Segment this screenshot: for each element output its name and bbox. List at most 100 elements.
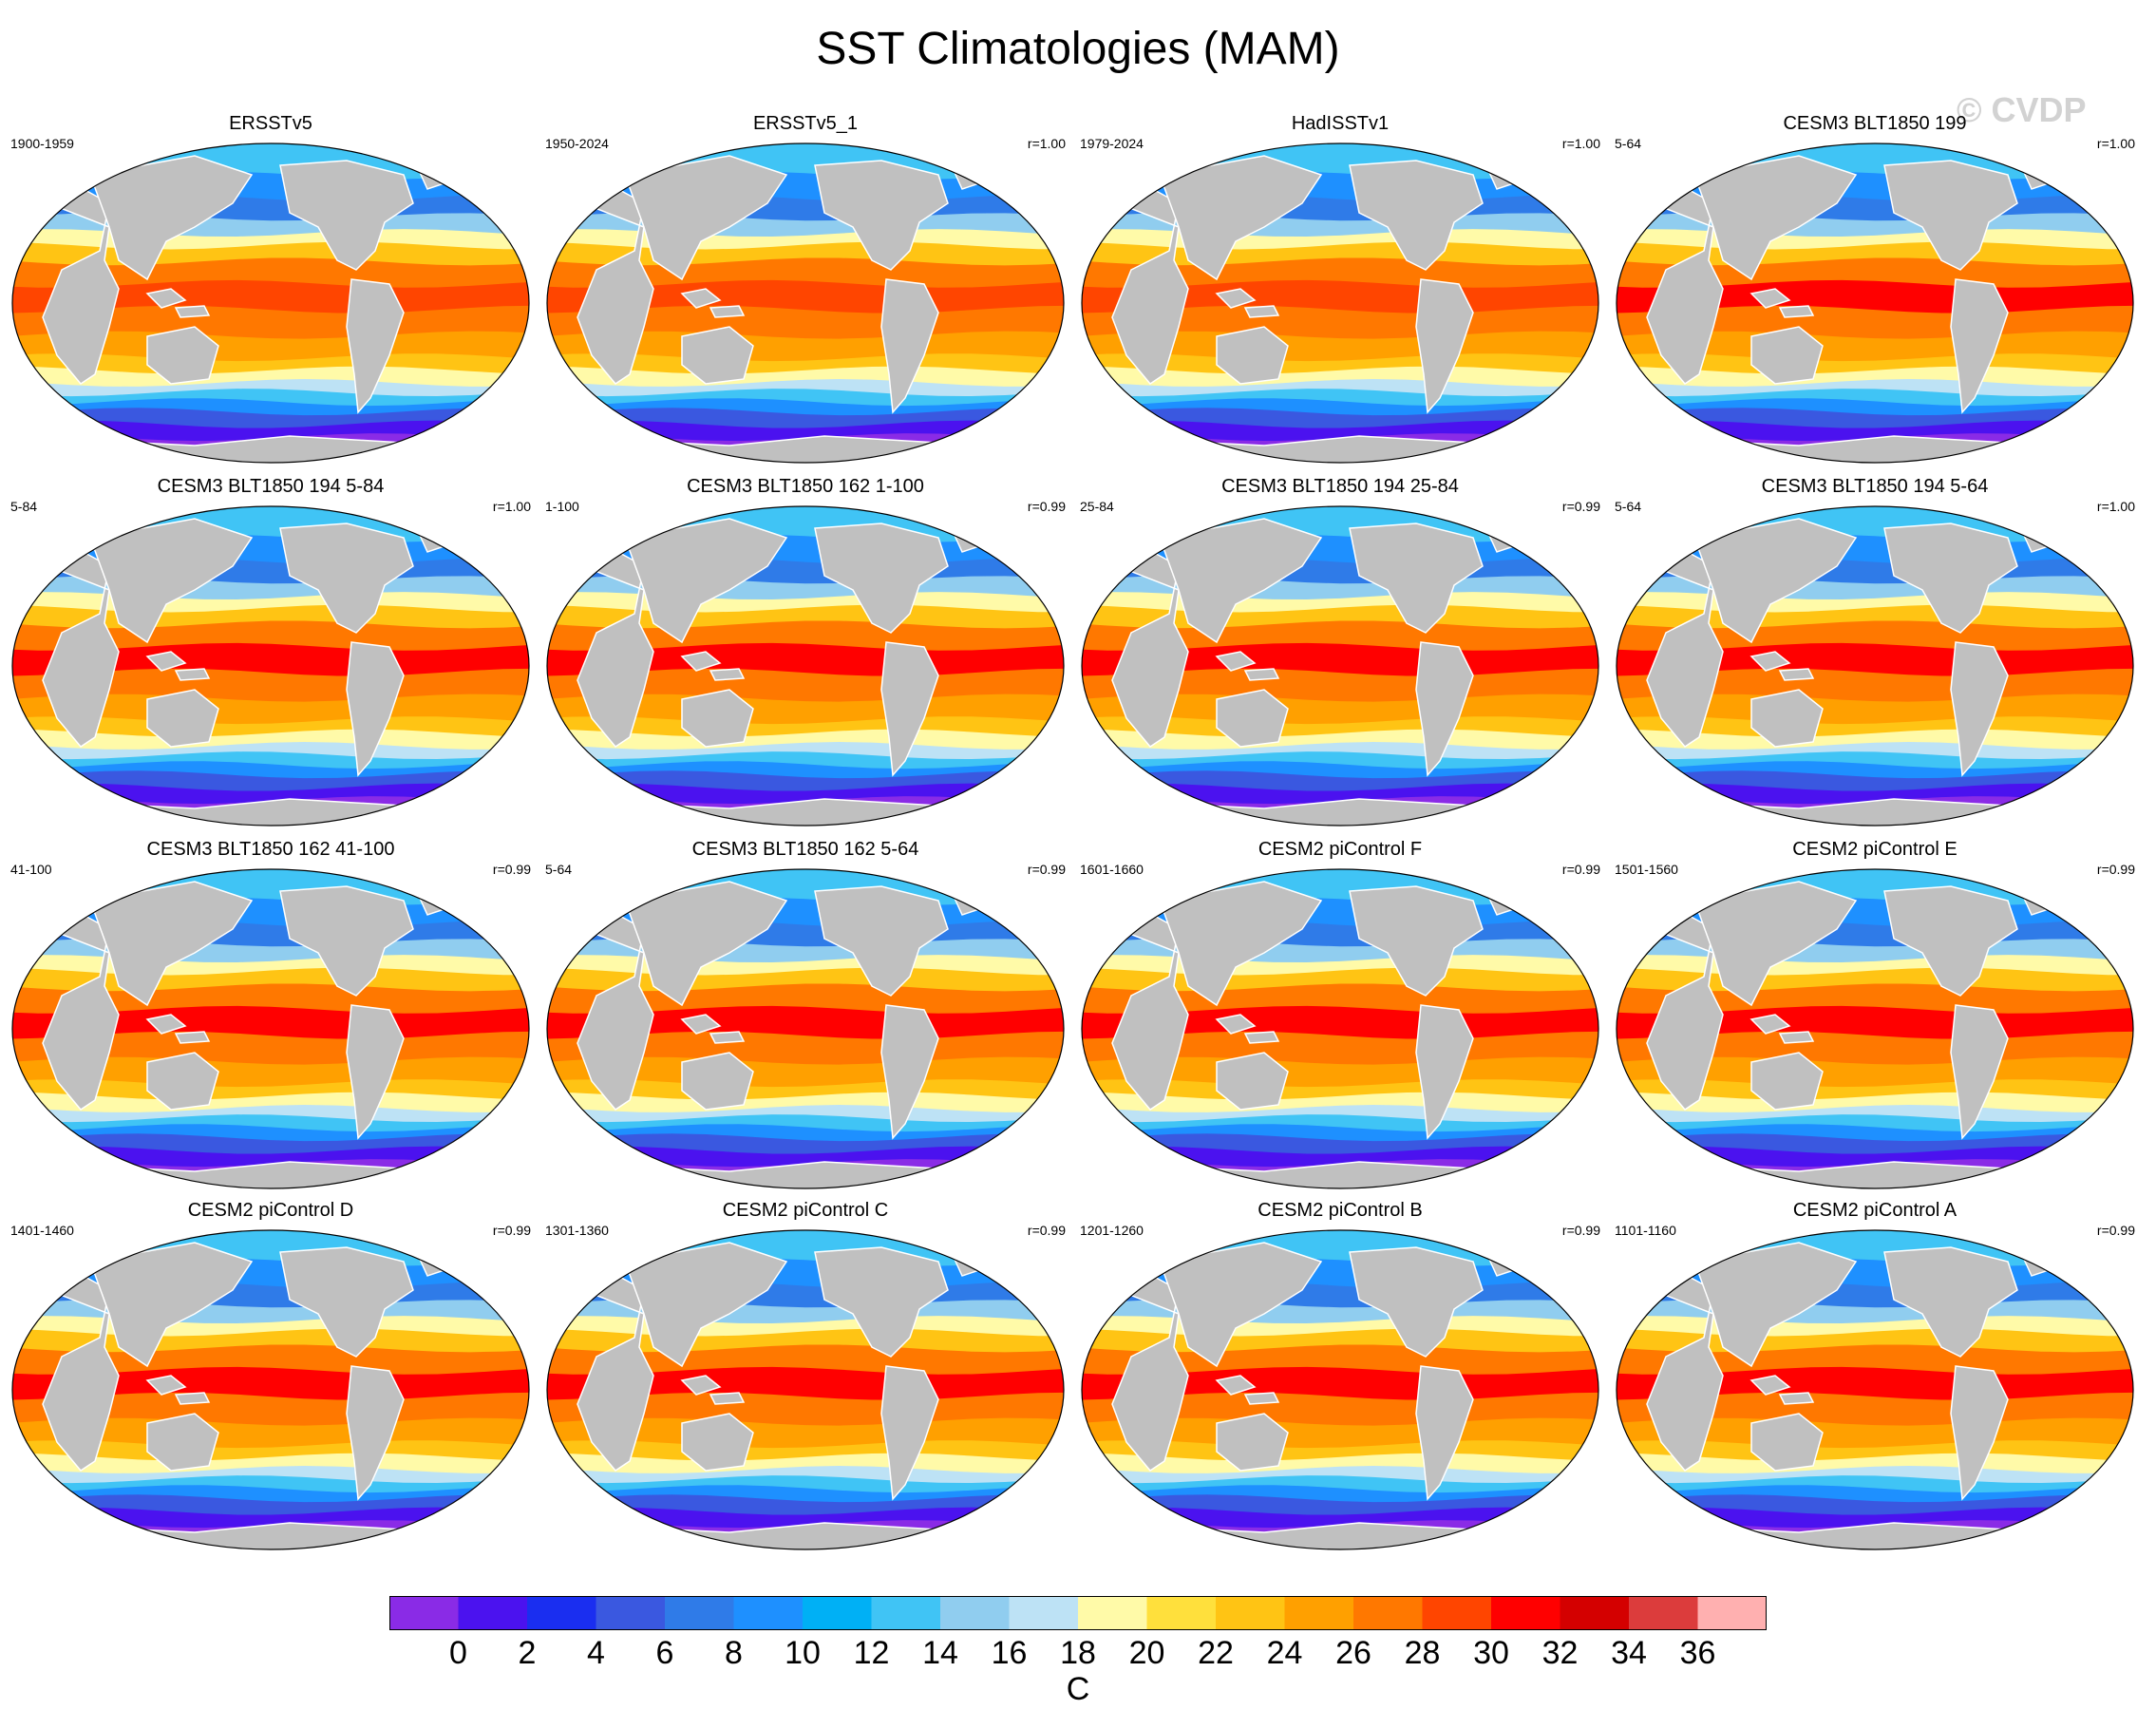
sst-band [547, 729, 1064, 751]
sst-band [1082, 729, 1598, 751]
colorbar-swatch [803, 1596, 872, 1630]
sst-map [11, 505, 530, 826]
colorbar-tick-label: 30 [1473, 1635, 1509, 1671]
sst-band [12, 1453, 529, 1475]
cvdp-watermark: © CVDP [1957, 90, 2087, 129]
land-mass [623, 881, 788, 1007]
sst-band [547, 1092, 1064, 1114]
land-mass [709, 1392, 746, 1405]
land-mass [1950, 1004, 2009, 1140]
land-mass [346, 1365, 405, 1501]
panel-correlation: r=0.99 [1561, 862, 1600, 877]
sst-band [1082, 1453, 1598, 1475]
sst-map [1081, 868, 1599, 1189]
land-mass [1130, 435, 1569, 463]
sst-band [1617, 742, 2133, 762]
land-mass [680, 1014, 722, 1035]
land-mass [1158, 1242, 1323, 1368]
land-mass [1749, 1014, 1791, 1035]
land-mass [279, 160, 414, 271]
land-mass [880, 1365, 939, 1501]
land-mass [1950, 641, 2009, 777]
land-mass [1243, 668, 1280, 681]
panel-title: CESM2 piControl E [1792, 839, 1957, 860]
land-mass [145, 288, 187, 309]
colorbar-swatch [527, 1596, 596, 1630]
panel-title: CESM3 BLT1850 162 41-100 [146, 839, 395, 860]
panel-period: 1501-1560 [1615, 862, 1678, 877]
panel-title: CESM3 BLT1850 199 [1783, 113, 1967, 134]
land-mass [596, 798, 1034, 826]
panel-correlation: r=0.99 [1027, 1223, 1066, 1238]
land-mass [1130, 798, 1569, 826]
map-outline [1616, 505, 2134, 826]
land-mass [681, 326, 754, 385]
land-mass [279, 1246, 414, 1358]
sst-band [1082, 379, 1598, 399]
land-mass [681, 1413, 754, 1472]
land-mass [1216, 326, 1289, 385]
colorbar-swatch [389, 1596, 459, 1630]
sst-band [12, 1105, 529, 1125]
panel-correlation: r=0.99 [2096, 1223, 2135, 1238]
land-mass [623, 1242, 788, 1368]
panel-correlation: r=0.99 [492, 862, 531, 877]
land-mass [1158, 518, 1323, 644]
sst-map [11, 142, 530, 464]
land-mass [1778, 305, 1815, 318]
land-mass [1415, 1365, 1474, 1501]
colorbar-tick-label: 2 [518, 1635, 537, 1671]
land-mass [1158, 881, 1323, 1007]
land-mass [1750, 326, 1824, 385]
colorbar-tick-label: 6 [655, 1635, 674, 1671]
panel-title: CESM2 piControl B [1258, 1200, 1423, 1221]
land-mass [1665, 1161, 2104, 1188]
land-mass [279, 522, 414, 634]
land-mass [681, 1052, 754, 1111]
colorbar-tick-label: 32 [1541, 1635, 1579, 1671]
colorbar-tick-label: 16 [991, 1635, 1028, 1671]
map-panel: CESM3 BLT1850 194 5-64 5-64 r=1.00 [1609, 475, 2141, 836]
map-outline [1616, 868, 2134, 1189]
land-mass [1415, 278, 1474, 414]
map-outline [1081, 142, 1599, 464]
land-mass [1693, 881, 1858, 1007]
colorbar-tick-label: 34 [1611, 1635, 1647, 1671]
colorbar-tick-label: 0 [449, 1635, 467, 1671]
sst-band [547, 1105, 1064, 1125]
sst-band [1617, 379, 2133, 399]
map-panel: CESM2 piControl C 1301-1360 r=0.99 [539, 1199, 1071, 1560]
land-mass [279, 885, 414, 997]
sst-band [1617, 1005, 2133, 1041]
land-mass [1215, 288, 1257, 309]
sst-band [12, 1092, 529, 1114]
colorbar-tick-label: 12 [853, 1635, 890, 1671]
land-mass [61, 1522, 500, 1549]
land-mass [61, 798, 500, 826]
colorbar-tick-label: 4 [587, 1635, 605, 1671]
colorbar-swatch [1697, 1596, 1767, 1630]
map-outline [1616, 142, 2134, 464]
panel-title: CESM3 BLT1850 194 5-84 [157, 476, 385, 497]
land-mass [174, 1392, 211, 1405]
land-mass [1215, 1014, 1257, 1035]
panel-period: 5-64 [545, 862, 573, 877]
land-mass [174, 1031, 211, 1044]
colorbar-swatch [458, 1596, 528, 1630]
colorbar-swatch [1078, 1596, 1147, 1630]
sst-band [547, 1005, 1064, 1041]
land-mass [88, 1242, 254, 1368]
land-mass [174, 668, 211, 681]
land-mass [88, 155, 254, 281]
land-mass [61, 435, 500, 463]
land-mass [709, 1031, 746, 1044]
colorbar-tick-label: 26 [1335, 1635, 1371, 1671]
land-mass [1883, 522, 2018, 634]
land-mass [1215, 651, 1257, 672]
sst-band [547, 1453, 1064, 1475]
panel-correlation: r=0.99 [1027, 862, 1066, 877]
map-outline [546, 1229, 1065, 1550]
panel-title: CESM3 BLT1850 194 25-84 [1221, 476, 1459, 497]
sst-map [546, 505, 1065, 826]
figure-title: SST Climatologies (MAM) [816, 24, 1340, 74]
